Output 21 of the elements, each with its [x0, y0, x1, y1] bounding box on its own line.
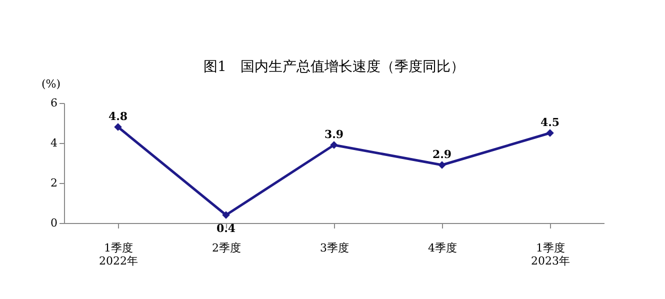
data-label: 3.9 — [324, 128, 344, 141]
x-tick-label: 1季度 2022年 — [99, 242, 138, 268]
data-label: 2.9 — [432, 148, 452, 161]
point — [546, 129, 554, 137]
point — [222, 211, 230, 219]
x-tick-label: 4季度 — [428, 242, 457, 254]
x-tick-label: 3季度 — [320, 242, 349, 254]
y-axis-title: (%) — [41, 78, 60, 90]
y-tick-label: 0 — [50, 216, 58, 230]
point — [438, 161, 446, 169]
x-tick-label: 2季度 — [212, 242, 241, 254]
point — [114, 123, 122, 131]
y-tick-label: 2 — [50, 176, 58, 190]
data-label: 0.4 — [216, 222, 236, 235]
point — [330, 141, 338, 149]
data-label: 4.5 — [540, 116, 560, 129]
chart-title: 图1 国内生产总值增长速度（季度同比） — [204, 59, 464, 75]
y-tick-label: 6 — [50, 96, 58, 110]
data-label: 4.8 — [108, 110, 128, 123]
y-tick-label: 4 — [50, 136, 58, 150]
x-tick-label: 1季度 2023年 — [531, 242, 570, 268]
